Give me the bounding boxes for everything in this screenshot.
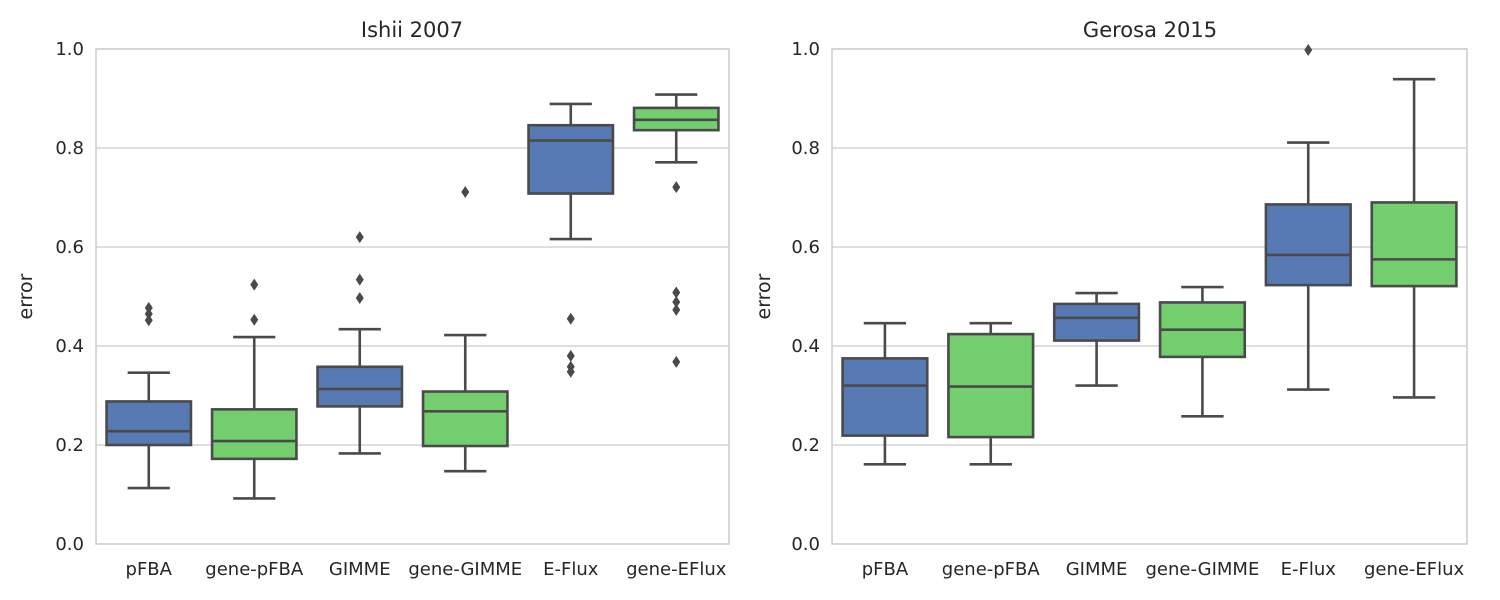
y-tick-label: 0.8 xyxy=(791,138,820,159)
box-E-Flux xyxy=(527,102,615,378)
y-tick-label: 0.0 xyxy=(55,534,84,555)
y-tick-label: 0.4 xyxy=(791,336,820,357)
outlier-point xyxy=(250,313,259,326)
outlier-point xyxy=(566,349,575,362)
box-iqr xyxy=(105,400,193,447)
outlier-point xyxy=(566,312,575,325)
box-gene-GIMME xyxy=(1158,285,1247,418)
y-tick-label: 1.0 xyxy=(791,39,820,60)
outlier-point xyxy=(672,355,681,368)
box-iqr xyxy=(527,123,615,195)
box-GIMME xyxy=(316,231,404,455)
plot-frame xyxy=(95,48,730,545)
box-iqr xyxy=(421,390,509,448)
y-tick-label: 1.0 xyxy=(55,39,84,60)
outlier-point xyxy=(672,286,681,299)
x-tick-label: pFBA xyxy=(862,559,909,580)
box-gene-EFlux xyxy=(632,93,720,368)
x-tick-label: pFBA xyxy=(126,559,173,580)
x-tick-label: GIMME xyxy=(1066,559,1128,580)
x-tick-label: gene-GIMME xyxy=(408,559,522,580)
outlier-point xyxy=(144,314,153,327)
x-tick-label: E-Flux xyxy=(1281,559,1337,580)
y-tick-label: 0.0 xyxy=(791,534,820,555)
outlier-point xyxy=(355,273,364,286)
x-tick-label: gene-pFBA xyxy=(942,559,1041,580)
x-tick-label: gene-GIMME xyxy=(1146,559,1260,580)
y-tick-label: 0.4 xyxy=(55,336,84,357)
outlier-point xyxy=(250,278,259,291)
box-iqr xyxy=(841,357,929,437)
box-iqr xyxy=(1264,203,1352,287)
chart-panel-2: 0.0 0.2 0.4 0.6 0.8 1.0 Gerosa 2015 error pFBA ge… xyxy=(753,18,1468,580)
outlier-point xyxy=(461,186,470,199)
x-tick-label: gene-pFBA xyxy=(205,559,304,580)
box-pFBA xyxy=(841,321,929,466)
box-gene-pFBA xyxy=(210,278,298,500)
y-axis-label: error xyxy=(15,273,37,319)
x-tick-label: gene-EFlux xyxy=(1364,559,1465,580)
outlier-point xyxy=(355,291,364,304)
box-iqr xyxy=(1052,302,1141,342)
x-tick-label: GIMME xyxy=(329,559,391,580)
outlier-point xyxy=(1304,43,1313,56)
box-E-Flux xyxy=(1264,43,1352,391)
y-tick-label: 0.6 xyxy=(55,237,84,258)
box-iqr xyxy=(210,408,298,461)
box-iqr xyxy=(316,365,404,408)
y-tick-label: 0.2 xyxy=(55,435,84,456)
x-tick-label: E-Flux xyxy=(543,559,599,580)
plot-frame xyxy=(831,48,1468,545)
outlier-point xyxy=(355,231,364,244)
chart-panel-1: 0.0 0.2 0.4 0.6 0.8 1.0 Ishii 2007 error pFBA gen… xyxy=(15,18,730,580)
x-tick-label: gene-EFlux xyxy=(626,559,727,580)
box-gene-EFlux xyxy=(1370,77,1458,399)
box-GIMME xyxy=(1052,291,1141,387)
chart-title: Ishii 2007 xyxy=(361,18,463,42)
outlier-point xyxy=(672,303,681,316)
outlier-point xyxy=(566,360,575,373)
chart-title: Gerosa 2015 xyxy=(1083,18,1217,42)
box-gene-pFBA xyxy=(947,321,1035,466)
y-tick-label: 0.6 xyxy=(791,237,820,258)
y-tick-label: 0.8 xyxy=(55,138,84,159)
box-iqr xyxy=(1370,201,1458,288)
box-gene-GIMME xyxy=(421,186,509,473)
box-pFBA xyxy=(105,301,193,490)
outlier-point xyxy=(144,301,153,314)
y-axis-label: error xyxy=(753,273,775,319)
outlier-point xyxy=(672,181,681,194)
y-tick-label: 0.2 xyxy=(791,435,820,456)
outlier-point xyxy=(672,295,681,308)
